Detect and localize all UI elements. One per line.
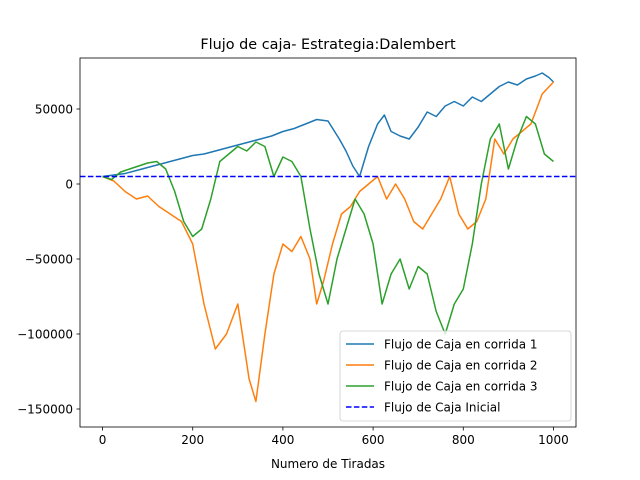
x-axis-label: Numero de Tiradas	[271, 457, 385, 471]
y-tick-label: −50000	[25, 253, 73, 267]
y-tick-label: −150000	[17, 403, 73, 417]
x-tick-label: 600	[362, 433, 385, 447]
y-tick-label: 50000	[35, 103, 73, 117]
legend-box	[339, 330, 572, 422]
series-line-3	[102, 115, 554, 335]
series-layer	[80, 72, 576, 403]
y-tick-label: 0	[65, 178, 73, 192]
series-line-1	[102, 72, 555, 178]
legend-label-1: Flujo de Caja en corrida 1	[384, 338, 538, 352]
x-tick-label: 800	[452, 433, 475, 447]
chart-title: Flujo de caja- Estrategia:Dalembert	[200, 37, 456, 53]
legend: Flujo de Caja en corrida 1 Flujo de Caja …	[339, 330, 572, 422]
legend-label-3: Flujo de Caja en corrida 3	[384, 380, 538, 394]
x-tick-label: 200	[181, 433, 204, 447]
legend-label-4: Flujo de Caja Inicial	[384, 401, 500, 415]
axis-layer: 0 200 400 600 800 1000 −150000 −100000 −50000 0 50…	[17, 103, 569, 448]
legend-label-2: Flujo de Caja en corrida 2	[384, 359, 538, 373]
x-tick-label: 0	[99, 433, 107, 447]
y-tick-label: −100000	[17, 328, 73, 342]
x-tick-label: 400	[271, 433, 294, 447]
plot-frame	[79, 57, 577, 428]
x-tick-label: 1000	[538, 433, 569, 447]
series-line-2	[102, 81, 555, 403]
